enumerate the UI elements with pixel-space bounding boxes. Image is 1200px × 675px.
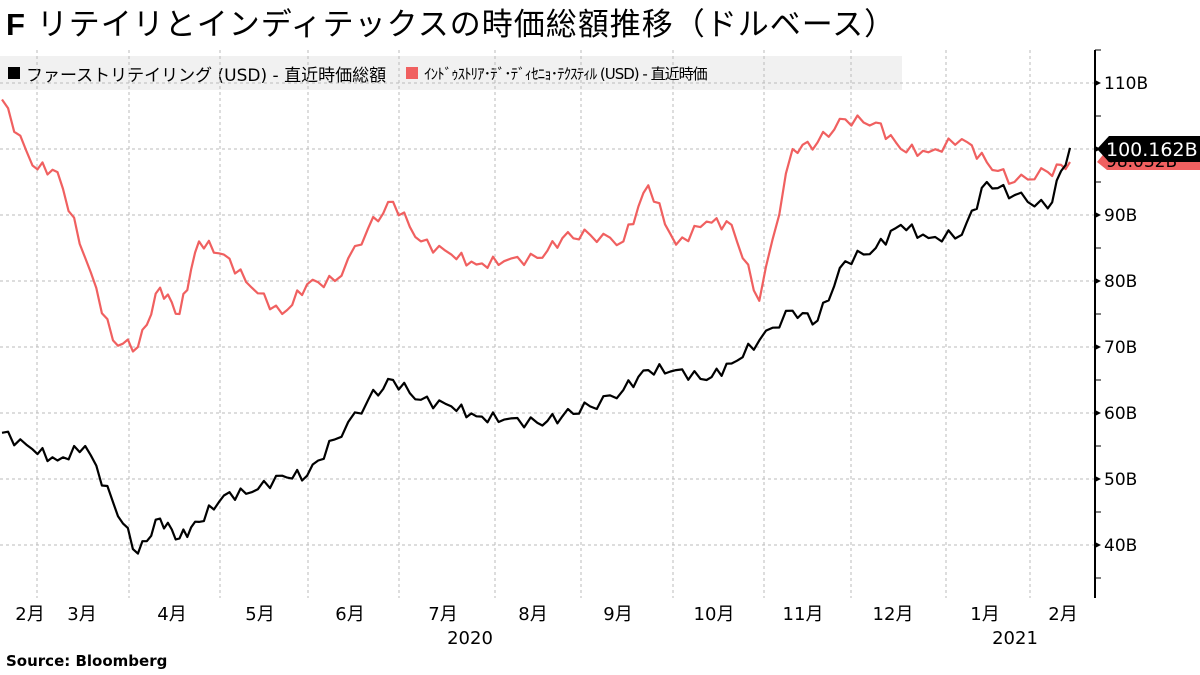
svg-text:8月: 8月	[518, 604, 547, 625]
legend-swatch-red	[406, 67, 419, 79]
svg-text:2021: 2021	[992, 628, 1038, 649]
svg-text:60B: 60B	[1104, 404, 1137, 424]
svg-text:70B: 70B	[1104, 338, 1137, 358]
chart-title: F リテイリとインディテックスの時価総額推移（ドルベース）	[6, 4, 896, 46]
svg-text:6月: 6月	[335, 604, 364, 625]
svg-text:3月: 3月	[67, 604, 96, 625]
title-text: リテイリとインディテックスの時価総額推移（ドルベース）	[36, 7, 897, 43]
svg-text:9月: 9月	[603, 604, 632, 625]
svg-text:50B: 50B	[1104, 470, 1137, 490]
series-inditex-line	[1, 98, 1071, 353]
svg-text:90B: 90B	[1104, 206, 1137, 226]
svg-text:2月: 2月	[15, 604, 44, 625]
svg-text:40B: 40B	[1104, 536, 1137, 556]
legend-label: ファーストリテイリング (USD) - 直近時価総額	[26, 65, 387, 86]
last-value-fast-retailing-text: 100.162B	[1106, 139, 1198, 161]
gridlines	[0, 50, 1095, 598]
svg-text:2020: 2020	[447, 628, 493, 649]
svg-text:2月: 2月	[1048, 604, 1077, 625]
legend: ファーストリテイリング (USD) - 直近時価総額 ｲﾝﾄﾞｩｽﾄﾘｱ･ﾃﾞ･…	[0, 56, 902, 90]
svg-text:1月: 1月	[970, 604, 999, 625]
x-axis-labels: 2月 3月 4月 5月 6月 7月 8月 9月 10月 11月 12月 1月 2月 2020 2021	[15, 604, 1077, 649]
svg-text:4月: 4月	[157, 604, 186, 625]
series-fast-retailing-line	[1, 147, 1072, 555]
svg-text:7月: 7月	[428, 604, 457, 625]
title-prefix: F	[6, 7, 26, 42]
y-axis-ticks: 40B50B60B70B80B90B100B110B	[1095, 49, 1148, 579]
legend-item-fast-retailing: ファーストリテイリング (USD) - 直近時価総額	[8, 61, 386, 86]
svg-text:5月: 5月	[245, 604, 274, 625]
svg-text:11月: 11月	[783, 604, 824, 625]
last-value-fast-retailing: 100.162B	[1097, 136, 1200, 162]
svg-text:110B: 110B	[1104, 74, 1148, 94]
svg-text:80B: 80B	[1104, 272, 1137, 292]
legend-swatch-black	[8, 67, 20, 79]
svg-text:10月: 10月	[694, 604, 735, 625]
svg-text:12月: 12月	[873, 604, 914, 625]
source-note: Source: Bloomberg	[6, 652, 168, 670]
